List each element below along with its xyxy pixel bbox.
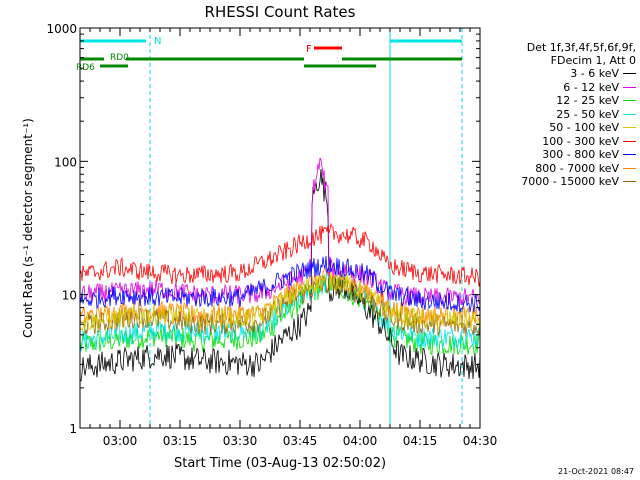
legend-swatch	[623, 127, 636, 129]
legend-label: 3 - 6 keV	[570, 67, 619, 80]
legend-swatch	[623, 100, 636, 102]
series-line	[79, 157, 481, 307]
legend-label: 7000 - 15000 keV	[521, 175, 619, 188]
series-line	[79, 269, 481, 332]
x-tick-label: 04:15	[403, 434, 438, 448]
legend-swatch	[623, 113, 636, 115]
legend-swatch	[623, 181, 636, 183]
y-tick-label: 1	[69, 422, 77, 436]
legend-swatch	[623, 73, 636, 75]
legend-label: 25 - 50 keV	[556, 107, 619, 121]
legend-label: 50 - 100 keV	[549, 121, 619, 134]
legend-label: 12 - 25 keV	[556, 94, 619, 107]
x-tick-label: 04:00	[343, 434, 378, 448]
night-label: N	[154, 36, 161, 47]
series-layer	[79, 157, 481, 382]
legend-swatch	[623, 154, 636, 156]
x-tick-label: 04:30	[463, 434, 498, 448]
axis-layer: 03:00 03:15 03:30 03:45 04:00 04:15 04:30 1 10 10…	[46, 22, 497, 448]
chart-title: RHESSI Count Rates	[205, 3, 356, 21]
legend-entry: 800 - 7000 keV	[478, 162, 636, 176]
y-tick-label: 10	[62, 289, 77, 303]
flare-label: F	[306, 44, 312, 55]
legend-entry: 12 - 25 keV	[478, 94, 636, 108]
series-line	[79, 222, 481, 287]
x-axis-label: Start Time (03-Aug-13 02:50:02)	[174, 456, 386, 471]
series-line	[79, 169, 481, 382]
legend-header-line-2: FDecim 1, Att 0	[550, 54, 636, 67]
x-tick-label: 03:00	[103, 434, 138, 448]
legend-label: 100 - 300 keV	[542, 134, 619, 148]
legend-label: 300 - 800 keV	[542, 148, 619, 161]
legend-entry: 100 - 300 keV	[478, 135, 636, 149]
legend-label: 6 - 12 keV	[563, 80, 619, 94]
legend-entry: 7000 - 15000 keV	[478, 175, 636, 189]
x-tick-label: 03:30	[223, 434, 258, 448]
legend-entry: 25 - 50 keV	[478, 108, 636, 122]
y-tick-label: 100	[54, 155, 77, 169]
rd0-label: RD0	[110, 53, 129, 63]
legend-entry: 6 - 12 keV	[478, 81, 636, 95]
y-axis-label: Count Rate (s⁻¹ detector segment⁻¹)	[21, 118, 35, 338]
legend-swatch	[623, 140, 636, 142]
legend: Det 1f,3f,4f,5f,6f,9f, FDecim 1, Att 0 3…	[478, 41, 636, 189]
series-line	[79, 255, 481, 313]
legend-entry: 3 - 6 keV	[478, 67, 636, 81]
rd6-label: RD6	[76, 63, 95, 73]
legend-swatch	[623, 167, 636, 169]
x-tick-label: 03:15	[163, 434, 198, 448]
legend-entry: 50 - 100 keV	[478, 121, 636, 135]
series-line	[79, 275, 481, 337]
timestamp: 21-Oct-2021 08:47	[558, 467, 634, 476]
annotation-layer: N F RD0 RD6	[76, 28, 463, 428]
y-tick-label: 1000	[46, 22, 77, 36]
legend-label: 800 - 7000 keV	[535, 161, 619, 175]
legend-swatch	[623, 86, 636, 88]
legend-header-line-1: Det 1f,3f,4f,5f,6f,9f,	[526, 41, 636, 54]
legend-entry: 300 - 800 keV	[478, 148, 636, 162]
x-tick-label: 03:45	[283, 434, 318, 448]
